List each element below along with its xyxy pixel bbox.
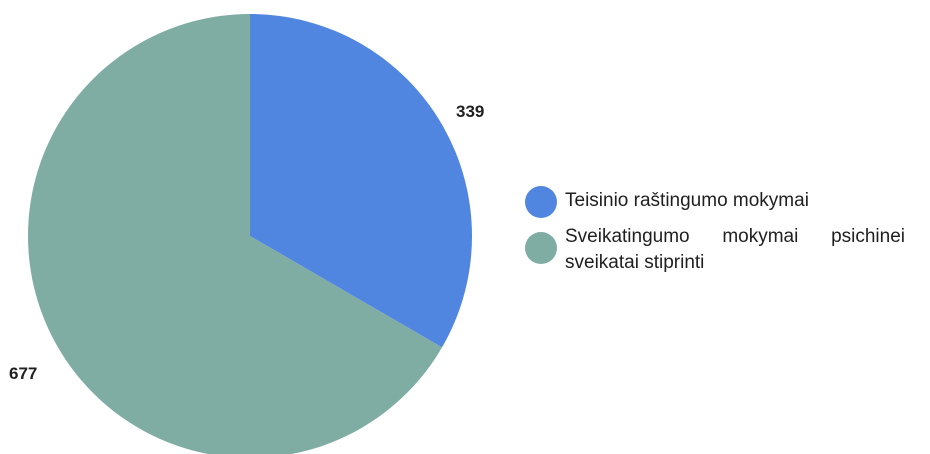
pie-slice-2 (28, 14, 443, 454)
pie-slice-1 (250, 14, 472, 348)
legend-label: Sveikatingumo mokymai psichinei sveikata… (565, 226, 905, 273)
legend-item-teisinio: Teisinio raštingumo mokymai (525, 186, 925, 218)
data-label-677: 677 (9, 364, 37, 383)
legend-item-sveikatingumo: Sveikatingumo mokymai psichinei sveikata… (525, 224, 925, 276)
pie-slices (28, 14, 472, 454)
legend-swatch-green-icon (525, 232, 557, 264)
legend-label: Teisinio raštingumo mokymai (565, 190, 809, 211)
pie-data-labels: 339 677 (9, 102, 484, 383)
legend: Teisinio raštingumo mokymai Sveikatingum… (525, 186, 925, 286)
data-label-339: 339 (456, 102, 484, 121)
legend-swatch-blue-icon (525, 186, 557, 218)
